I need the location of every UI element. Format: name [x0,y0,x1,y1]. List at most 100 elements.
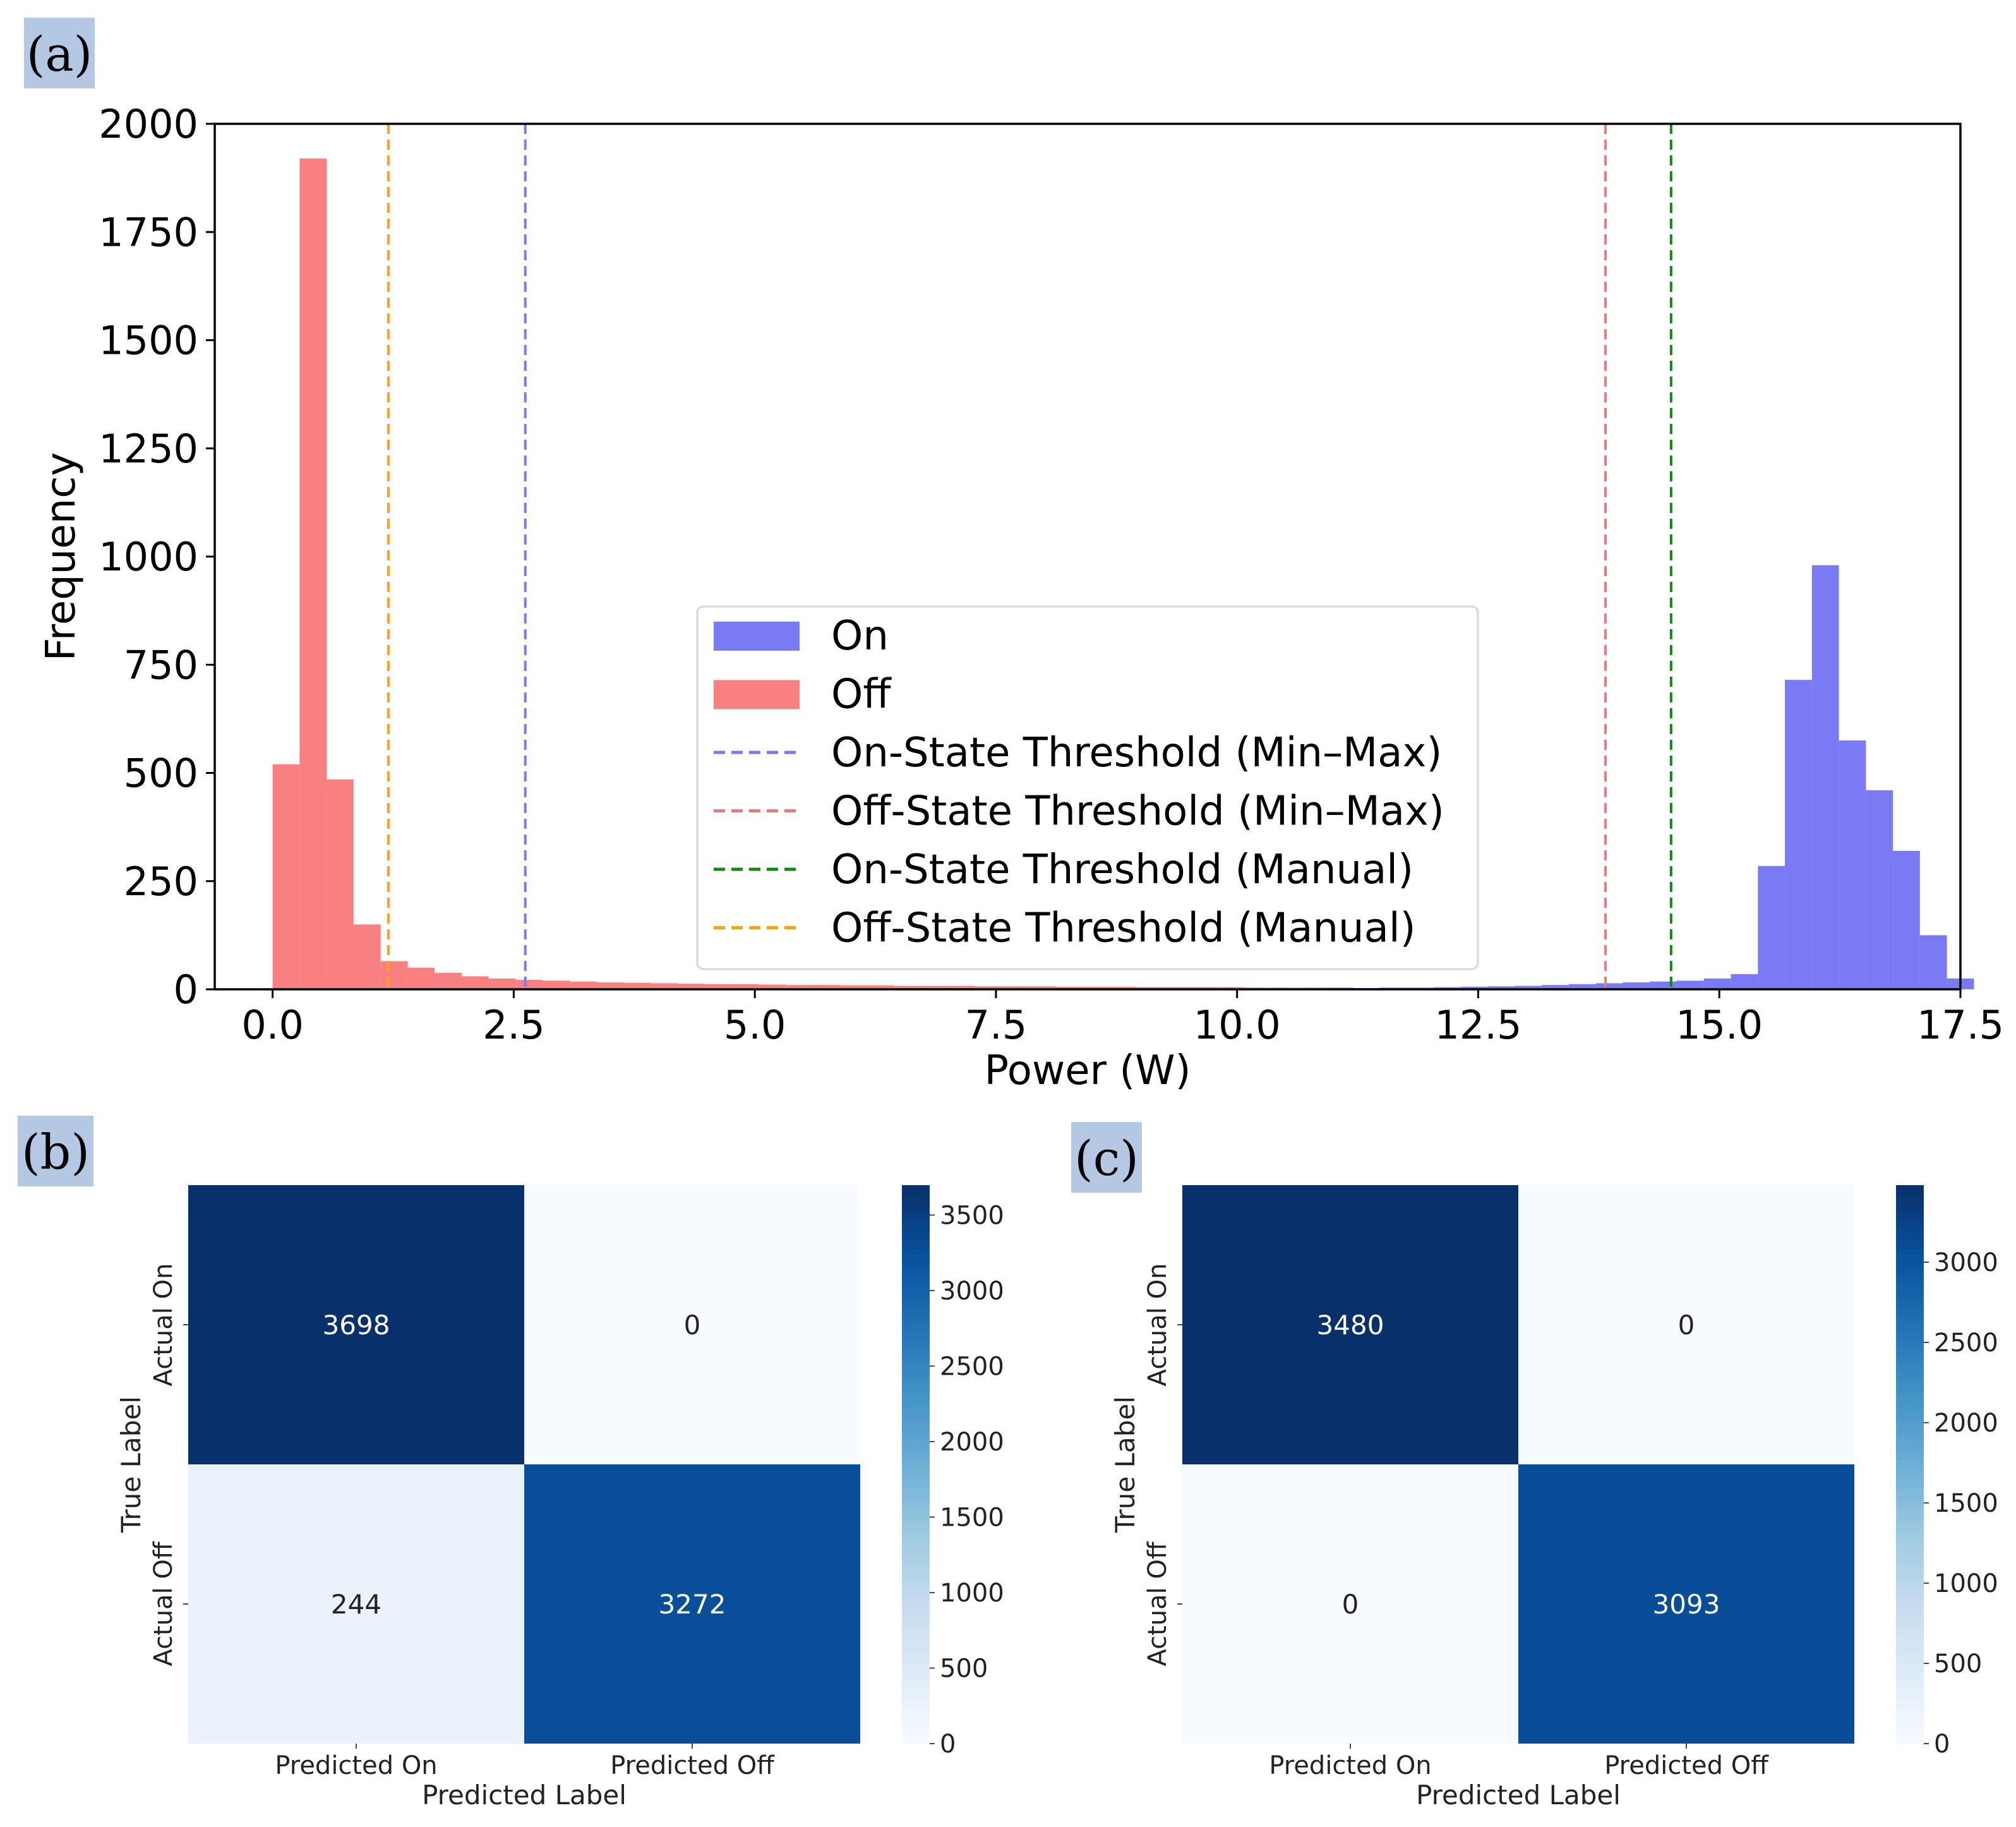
x-tick-label: 15.0 [1676,1002,1763,1048]
cm-b-colorbar-slice [902,1250,930,1256]
off-histogram-bar [1028,986,1056,989]
cm-b-colorbar-slice [902,1706,930,1712]
x-tick-label: 10.0 [1194,1002,1281,1048]
cm-c-colorbar-slice [1896,1646,1924,1651]
cm-c-colorbar-slice [1896,1250,1924,1256]
legend-label: On [831,613,889,660]
cm-c-colorbar-slice [1896,1334,1924,1339]
cm-c-colorbar-slice [1896,1683,1924,1689]
cm-c-colorbar-slice [1896,1627,1924,1632]
off-histogram-bar [677,984,705,989]
cm-b-colorbar-slice [902,1217,930,1223]
cm-b-colorbar-slice [902,1371,930,1377]
cm-c-cell-value: 0 [1342,1589,1359,1620]
confusion-matrix-b: 3698 0 244 3272 Predicted On Predicted Off Act… [116,1185,1004,1811]
cm-c-colorbar-slice [1896,1329,1924,1335]
cm-b-colorbar-slice [902,1296,930,1302]
cm-c-colorbar-slice [1896,1483,1924,1488]
cm-c-colorbar-slice [1896,1664,1924,1670]
cm-b-colorbar-tick-label: 500 [940,1654,988,1683]
cm-c-colorbar-slice [1896,1278,1924,1284]
cm-b-colorbar-slice [902,1394,930,1400]
off-histogram-bar [299,158,327,989]
panel-label-a-group: (a) [24,18,95,88]
histogram-bars [272,158,1974,989]
cm-b-colorbar-slice [902,1199,930,1205]
cm-b-colorbar-slice [902,1711,930,1716]
cm-b-colorbar-slice [902,1524,930,1530]
cm-c-colorbar-slice [1896,1339,1924,1344]
cm-c-colorbar-slice [1896,1255,1924,1260]
cm-b-colorbar-tick-label: 3500 [940,1201,1004,1230]
cm-b-colorbar-slice [902,1534,930,1540]
cm-b-colorbar-tick-label: 1000 [940,1579,1004,1608]
on-histogram-bar [1677,980,1704,989]
cm-c-colorbar-slice [1896,1650,1924,1656]
cm-b-colorbar-slice [902,1450,930,1456]
panel-label-c-box [1071,1122,1142,1193]
cm-c-colorbar-slice [1896,1376,1924,1382]
cm-b-colorbar-slice [902,1692,930,1698]
cm-b-colorbar-slice [902,1678,930,1684]
cm-c-colorbar-slice [1896,1548,1924,1553]
legend-box [696,605,1479,970]
cm-c-colorbar-slice [1896,1432,1924,1437]
x-tick-label: 2.5 [483,1002,545,1048]
cm-b-colorbar-slice [902,1608,930,1614]
cm-b-colorbar-slice [902,1357,930,1363]
cm-b-colorbar-slice [902,1571,930,1577]
cm-c-colorbar-slice [1896,1343,1924,1349]
cm-c-colorbar-slice [1896,1706,1924,1712]
cm-b-colorbar-slice [902,1683,930,1689]
cm-b-colorbar-slice [902,1366,930,1372]
cm-b-colorbar-slice [902,1510,930,1516]
cm-b-x-tick-label: Predicted Off [610,1751,775,1780]
cm-b-colorbar-slice [902,1404,930,1409]
cm-c-colorbar-slice [1896,1380,1924,1386]
legend-label: On-State Threshold (Min–Max) [831,730,1442,776]
cm-c-colorbar-slice [1896,1581,1924,1586]
cm-b-colorbar-slice [902,1343,930,1349]
cm-b-colorbar-slice [902,1348,930,1353]
cm-b-cell [524,1464,860,1744]
cm-c-colorbar-slice [1896,1678,1924,1684]
cm-c-x-tick-label: Predicted Off [1604,1751,1769,1780]
cm-c-colorbar-slice [1896,1478,1924,1484]
cm-c-colorbar-slice [1896,1436,1924,1442]
off-histogram-bar [651,983,678,989]
cm-c-x-tick-label: Predicted On [1269,1751,1431,1780]
y-tick-label: 500 [124,751,198,797]
y-tick-label: 750 [124,642,198,688]
cm-c-colorbar-slice [1896,1306,1924,1311]
cm-b-colorbar-slice [902,1385,930,1390]
off-histogram-bar [623,982,651,989]
cm-b-colorbar-slice [902,1213,930,1219]
cm-b-colorbar-slice [902,1339,930,1344]
cm-c-colorbar-slice [1896,1245,1924,1251]
cm-c-colorbar-slice [1896,1199,1924,1205]
cm-c-colorbar-slice [1896,1222,1924,1228]
on-histogram-bar [1731,974,1758,989]
cm-c-colorbar-slice [1896,1529,1924,1535]
cm-b-cell-value: 0 [684,1310,701,1341]
cm-b-colorbar-slice [902,1632,930,1637]
off-histogram-bar [488,978,516,989]
cm-c-colorbar-slice [1896,1366,1924,1372]
cm-c-colorbar-slice [1896,1669,1924,1675]
cm-c-colorbar-slice [1896,1487,1924,1493]
cm-c-colorbar-slice [1896,1353,1924,1358]
cm-c-colorbar-slice [1896,1418,1924,1423]
cm-b-colorbar-slice [902,1408,930,1414]
cm-c-colorbar-slice [1896,1562,1924,1567]
cm-b-colorbar-slice [902,1236,930,1242]
cm-b-colorbar-slice [902,1469,930,1474]
cm-b-colorbar-slice [902,1599,930,1605]
cm-b-colorbar-slice [902,1259,930,1265]
x-axis-ticks: 0.0 2.5 5.0 7.5 10.0 12.5 15.0 17.5 [241,989,2004,1048]
cm-c-colorbar-slice [1896,1399,1924,1405]
cm-c-colorbar-tick-label: 1500 [1934,1489,1998,1518]
cm-c-colorbar-slice [1896,1273,1924,1279]
cm-b-colorbar-slice [902,1432,930,1437]
off-histogram-bar [839,985,867,989]
cm-b-colorbar-slice [902,1190,930,1195]
